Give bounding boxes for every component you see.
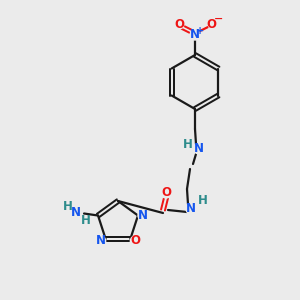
Circle shape [174,19,184,29]
Text: H: H [198,194,208,208]
Circle shape [96,236,106,246]
Circle shape [71,208,81,218]
Text: N: N [186,202,196,215]
Text: H: H [63,200,73,213]
Text: N: N [138,209,148,222]
Text: O: O [174,17,184,31]
Text: −: − [214,14,224,24]
Circle shape [161,188,171,198]
Text: H: H [81,214,91,227]
Text: N: N [96,235,106,248]
Text: N: N [194,142,204,155]
Circle shape [194,144,204,154]
Circle shape [190,30,200,40]
Circle shape [130,236,140,246]
Text: H: H [183,137,193,151]
Text: O: O [161,187,171,200]
Text: O: O [206,17,216,31]
Text: N: N [190,28,200,41]
Circle shape [208,19,218,29]
Text: O: O [130,235,140,248]
Text: N: N [71,206,81,219]
Circle shape [186,204,196,214]
Text: +: + [196,26,205,35]
Circle shape [138,211,148,220]
